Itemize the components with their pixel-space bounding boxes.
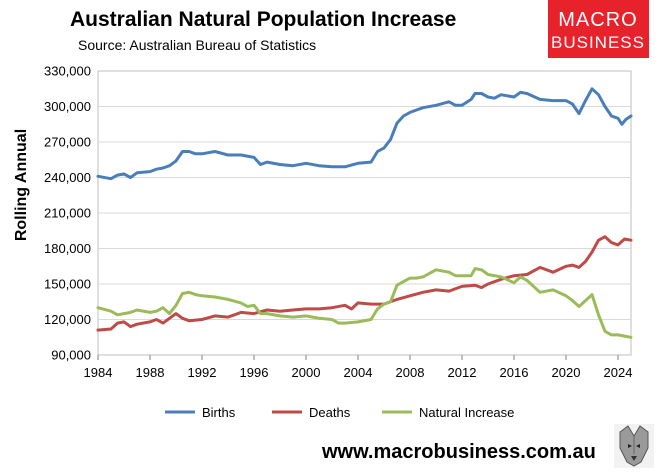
y-tick-label: 180,000 (44, 241, 91, 256)
x-tick-label: 2000 (292, 365, 321, 380)
gridlines (98, 106, 631, 320)
y-tick-label: 150,000 (44, 277, 91, 292)
y-tick-label: 210,000 (44, 206, 91, 221)
deaths-line (96, 235, 633, 332)
wolf-mascot-icon (614, 424, 654, 468)
x-tick-label: 1988 (136, 365, 165, 380)
legend: Births Deaths Natural Increase (165, 405, 514, 420)
legend-item-deaths: Deaths (272, 405, 351, 420)
macro-business-logo: MACRO BUSINESS (548, 0, 649, 58)
x-tick-label: 1996 (240, 365, 269, 380)
legend-label: Deaths (309, 405, 351, 420)
y-tick-label: 270,000 (44, 135, 91, 150)
legend-item-natural-increase: Natural Increase (382, 405, 514, 420)
natural-increase-line (96, 267, 633, 339)
x-tick-label: 2024 (604, 365, 633, 380)
births-line (96, 87, 633, 181)
y-tick-label: 300,000 (44, 99, 91, 114)
series-lines (96, 87, 633, 339)
chart-title: Australian Natural Population Increase (70, 8, 456, 31)
y-axis: 90,000 120,000 150,000 180,000 210,000 240,00… (44, 64, 91, 363)
x-tick-label: 2004 (344, 365, 373, 380)
x-tick-label: 2016 (500, 365, 529, 380)
x-tick-label: 2008 (396, 365, 425, 380)
legend-item-births: Births (165, 405, 236, 420)
legend-label: Natural Increase (419, 405, 514, 420)
logo-line-1: MACRO (558, 9, 637, 31)
chart-subtitle: Source: Australian Bureau of Statistics (78, 37, 316, 53)
x-axis: 1984 1988 1992 1996 2000 2004 2008 2012 2016 2020… (84, 355, 633, 380)
x-tick-label: 1992 (188, 365, 217, 380)
y-tick-label: 240,000 (44, 170, 91, 185)
x-tick-label: 2012 (448, 365, 477, 380)
footer-url[interactable]: www.macrobusiness.com.au (321, 441, 596, 463)
y-tick-label: 90,000 (51, 348, 91, 363)
x-tick-label: 1984 (84, 365, 113, 380)
x-tick-label: 2020 (552, 365, 581, 380)
legend-label: Births (202, 405, 236, 420)
y-axis-label: Rolling Annual (13, 129, 30, 241)
logo-line-2: BUSINESS (551, 33, 645, 52)
y-tick-label: 120,000 (44, 312, 91, 327)
y-tick-label: 330,000 (44, 64, 91, 79)
